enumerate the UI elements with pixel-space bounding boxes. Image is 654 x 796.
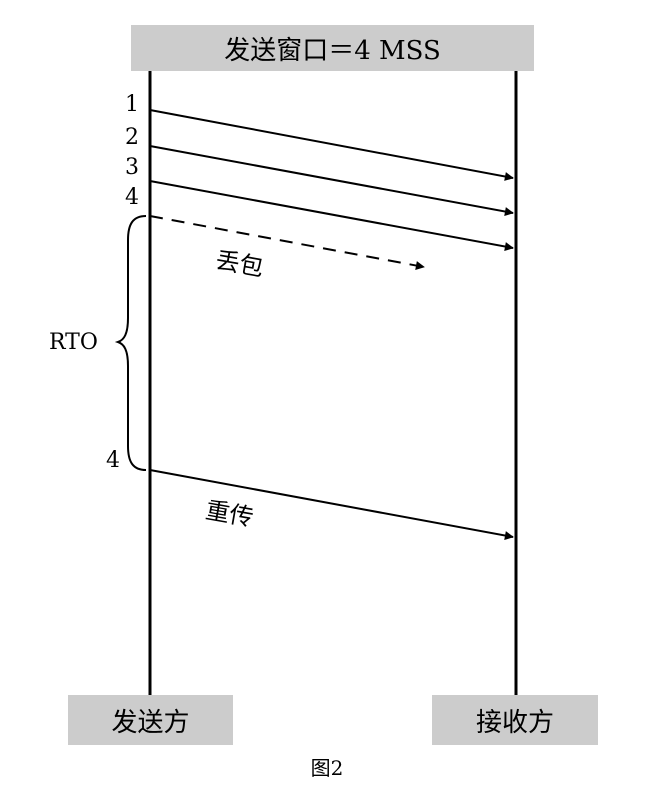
retransmit-label: 重传 [203,496,256,532]
segment-2-arrow [149,145,514,216]
sender-label: 发送方 [111,707,190,738]
receiver-label: 接收方 [475,707,554,738]
segment-label-1: 1 [125,92,139,117]
segment-label-4: 4 [125,185,139,210]
sender-box: 发送方 [68,695,233,745]
sender-window-title: 发送窗口＝4 MSS [224,35,441,66]
rto-label: RTO [49,330,98,355]
segment-label-2: 2 [125,125,139,150]
receiver-box: 接收方 [432,695,598,745]
figure-caption: 图2 [310,756,344,780]
sender-window-header: 发送窗口＝4 MSS [131,25,534,71]
lost-segment-arrow [149,215,425,270]
rto-brace [114,215,147,471]
loss-label: 丢包 [213,246,266,282]
retransmit-arrow [149,469,514,540]
segment-label-3: 3 [125,155,139,180]
segment-3-arrow [149,180,514,251]
retransmit-segment-label: 4 [106,448,120,473]
segment-1-arrow [149,109,514,181]
